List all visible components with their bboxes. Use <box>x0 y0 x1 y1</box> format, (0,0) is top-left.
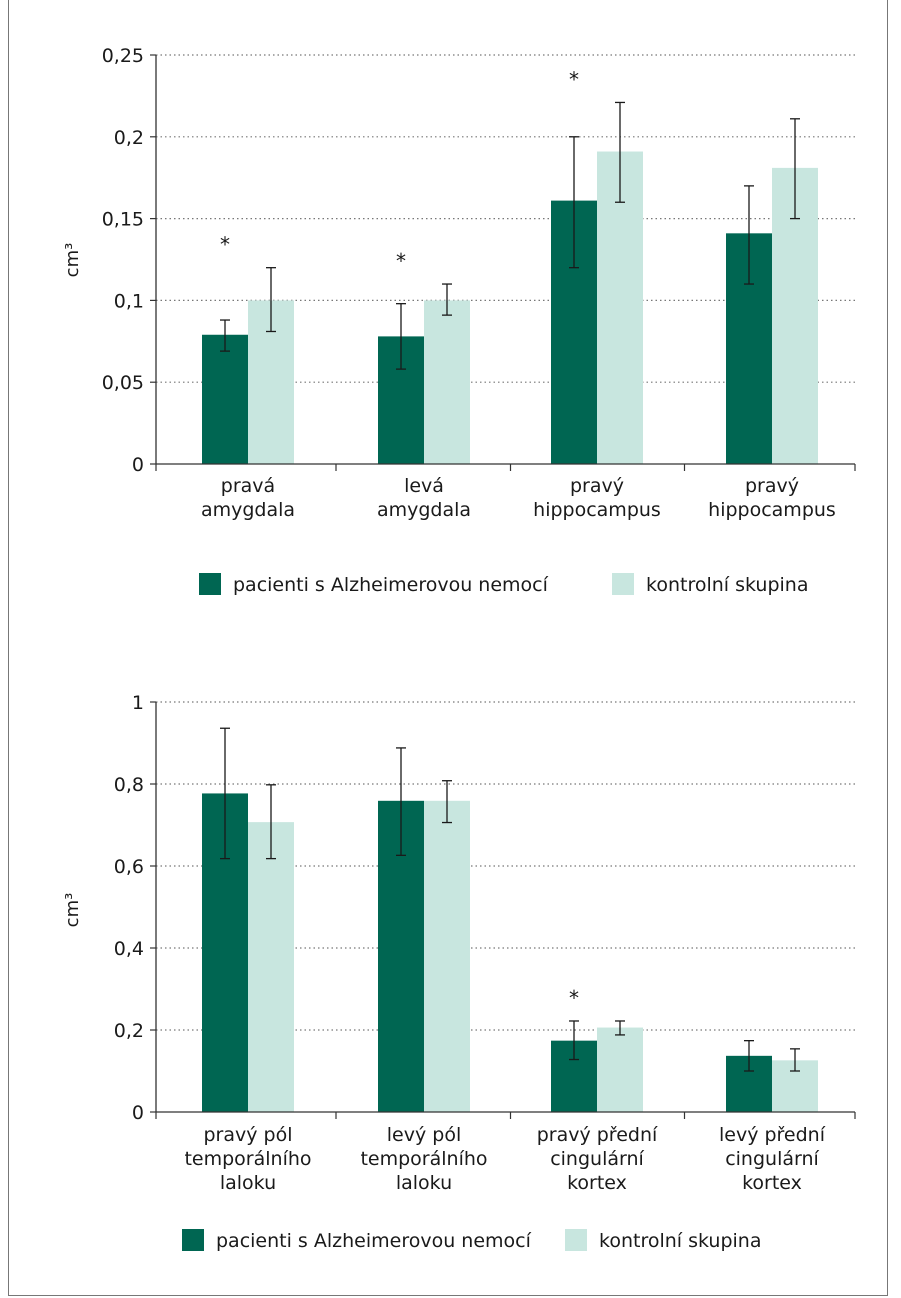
significance-mark: * <box>569 67 579 91</box>
x-tick-label-line: pravý <box>745 475 799 497</box>
y-tick-label: 0 <box>132 1102 144 1124</box>
y-tick-label: 0,4 <box>114 938 144 960</box>
x-tick-label-line: levý přední <box>719 1124 826 1146</box>
y-tick-label: 0,2 <box>114 127 144 149</box>
bar-controls <box>424 300 470 464</box>
x-tick-label: pravá amygdala <box>201 475 295 521</box>
bar-controls <box>597 151 643 465</box>
x-tick-label-line: temporálního <box>184 1148 311 1170</box>
x-tick-label: pravý pól temporálního laloku <box>184 1124 311 1194</box>
x-tick-label-line: levá <box>404 475 444 497</box>
significance-mark: * <box>396 249 406 273</box>
legend-swatch-controls <box>565 1229 587 1251</box>
significance-mark: * <box>220 233 230 257</box>
bar-patients <box>202 334 248 464</box>
x-tick-label: levý přední cingulární kortex <box>719 1124 826 1194</box>
y-tick-label: 0 <box>132 454 144 476</box>
x-tick-label-line: kortex <box>567 1172 627 1194</box>
figure-frame <box>8 0 888 1296</box>
x-tick-label: pravý hippocampus <box>533 475 661 521</box>
x-tick-label-line: cingulární <box>550 1148 644 1170</box>
bar-controls <box>597 1027 643 1112</box>
legend-swatch-patients <box>182 1229 204 1251</box>
y-axis-label: cm³ <box>62 893 83 928</box>
x-tick-label-line: pravý <box>570 475 624 497</box>
legend-swatch-controls <box>612 573 634 595</box>
x-tick-label-line: hippocampus <box>533 499 661 521</box>
significance-mark: * <box>569 986 579 1010</box>
legend-label-patients: pacienti s Alzheimerovou nemocí <box>216 1230 532 1252</box>
x-tick-label-line: temporálního <box>360 1148 487 1170</box>
y-tick-label: 0,1 <box>114 290 144 312</box>
legend-label-controls: kontrolní skupina <box>599 1230 761 1252</box>
x-tick-label-line: levý pól <box>387 1124 461 1146</box>
y-tick-label: 0,6 <box>114 856 144 878</box>
legend-swatch-patients <box>199 573 221 595</box>
y-tick-label: 0,15 <box>102 209 144 231</box>
x-tick-label-line: amygdala <box>377 499 471 521</box>
bar-controls <box>248 822 294 1112</box>
x-tick-label-line: cingulární <box>725 1148 819 1170</box>
x-tick-label-line: hippocampus <box>708 499 836 521</box>
legend-label-patients: pacienti s Alzheimerovou nemocí <box>233 574 549 596</box>
y-tick-label: 0,8 <box>114 774 144 796</box>
x-tick-label-line: pravý pól <box>203 1124 292 1146</box>
x-tick-label-line: pravý přední <box>537 1124 658 1146</box>
x-tick-label-line: laloku <box>396 1172 452 1194</box>
x-tick-label: levý pól temporálního laloku <box>360 1124 487 1194</box>
x-tick-label-line: pravá <box>221 475 275 497</box>
y-tick-label: 0,25 <box>102 45 144 67</box>
y-axis-label: cm³ <box>62 243 83 278</box>
y-tick-label: 1 <box>132 692 144 714</box>
x-tick-label: pravý přední cingulární kortex <box>537 1124 658 1194</box>
x-tick-label-line: amygdala <box>201 499 295 521</box>
y-tick-label: 0,2 <box>114 1020 144 1042</box>
bar-controls <box>424 800 470 1112</box>
x-tick-label-line: kortex <box>742 1172 802 1194</box>
y-tick-label: 0,05 <box>102 372 144 394</box>
x-tick-label: pravý hippocampus <box>708 475 836 521</box>
legend-label-controls: kontrolní skupina <box>646 574 808 596</box>
x-tick-label: levá amygdala <box>377 475 471 521</box>
x-tick-label-line: laloku <box>220 1172 276 1194</box>
